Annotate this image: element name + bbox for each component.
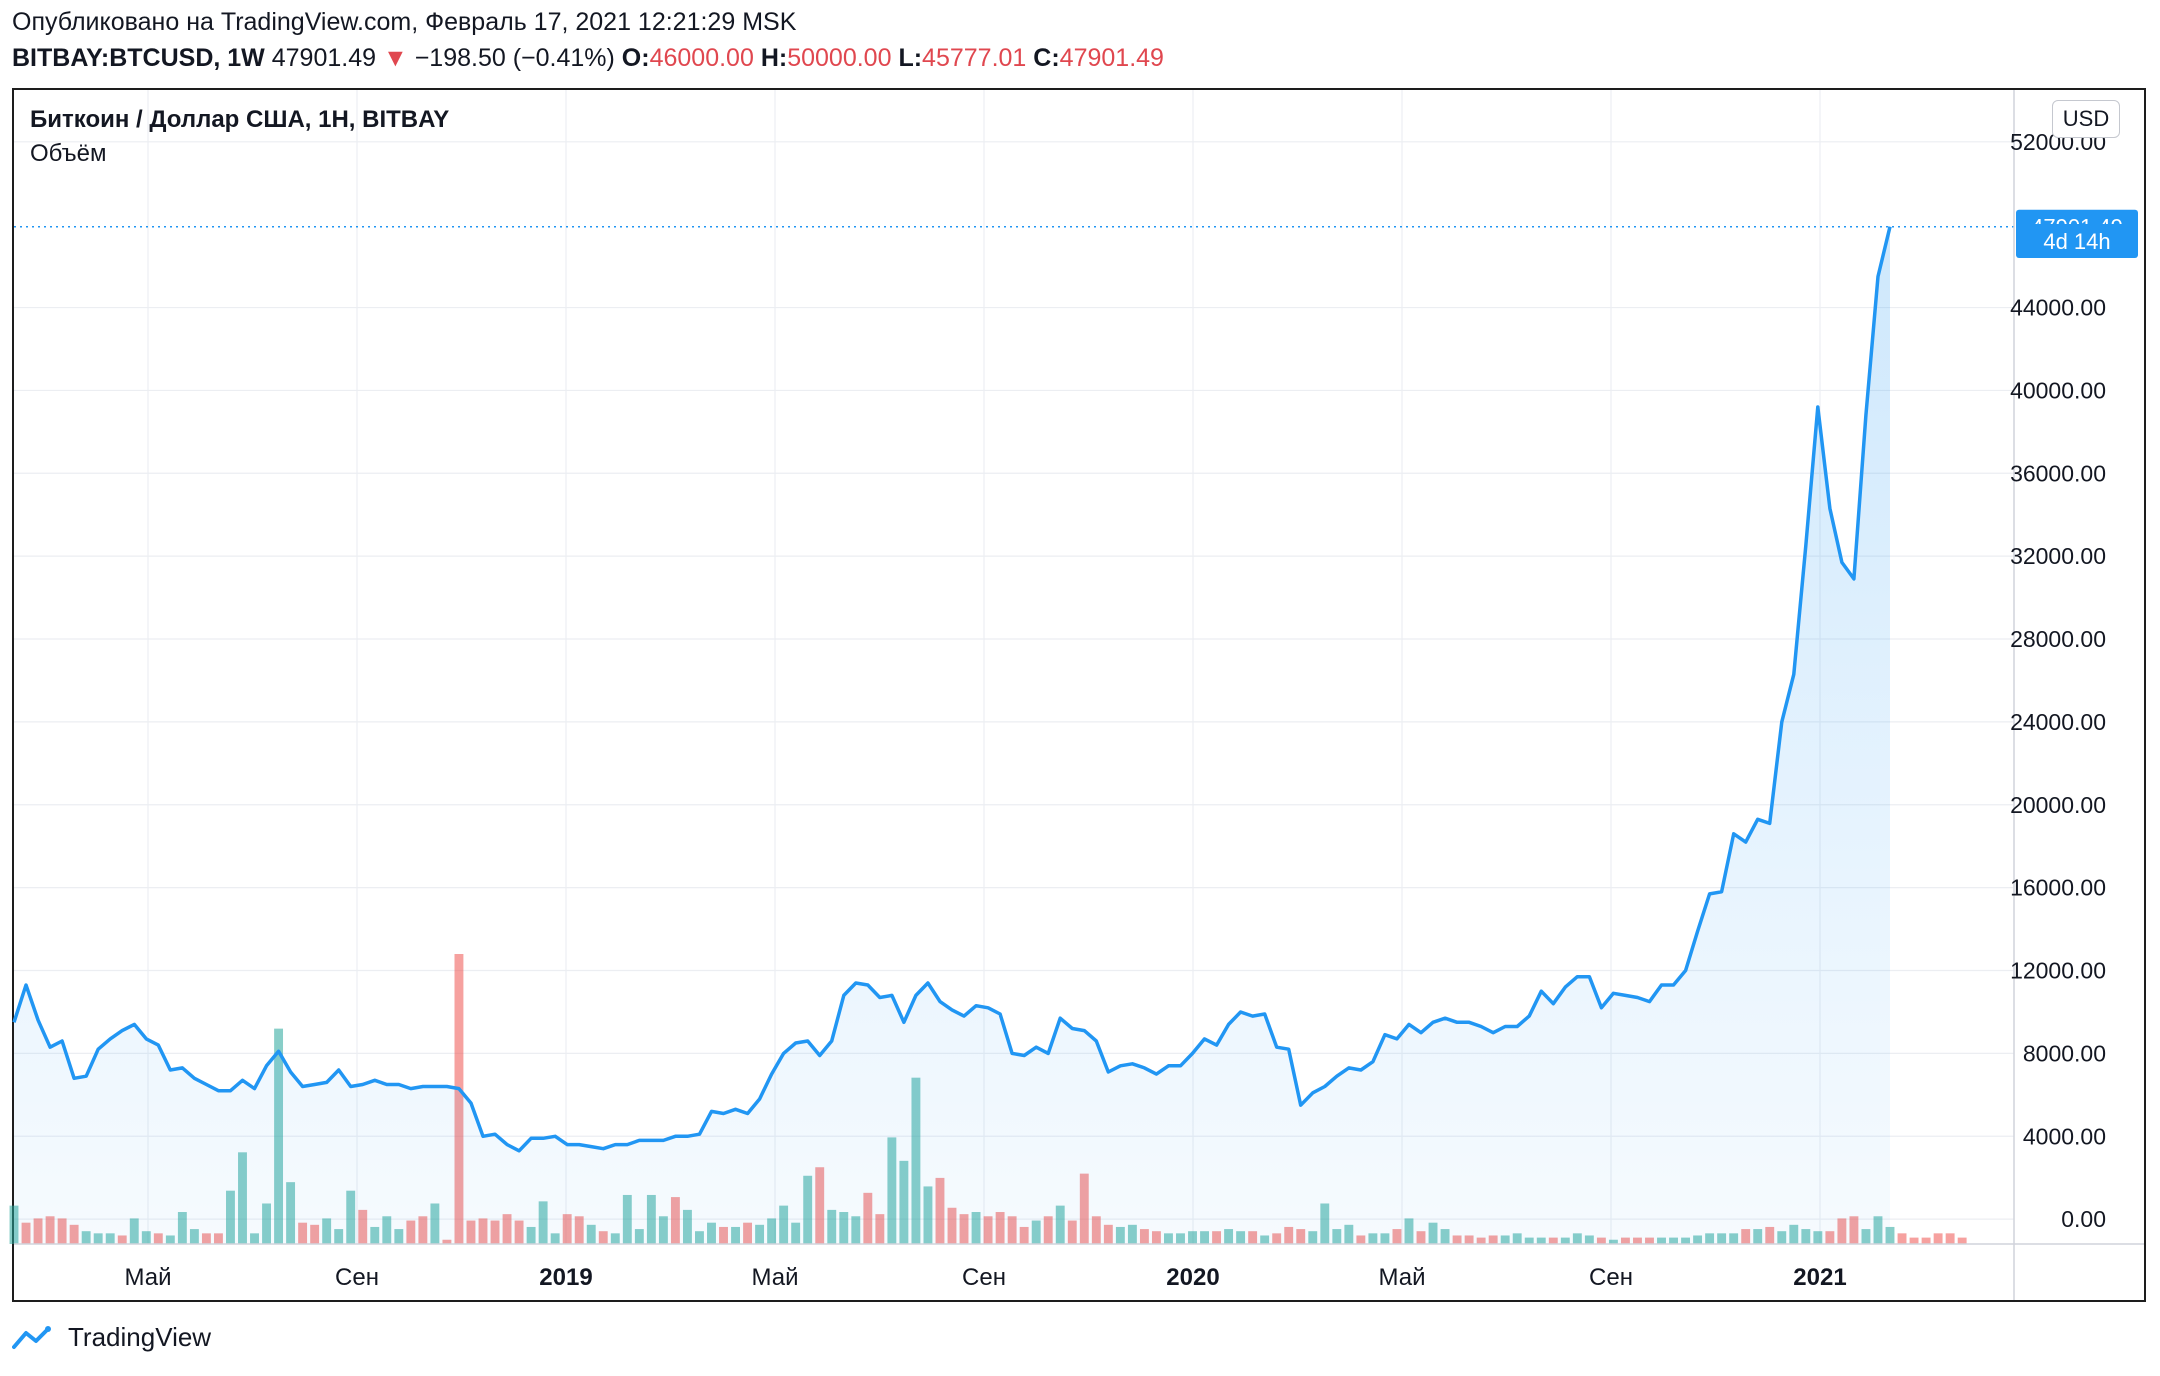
price-change: −198.50 (−0.41%) bbox=[414, 44, 615, 72]
y-tick-label: 4000.00 bbox=[2023, 1123, 2106, 1149]
open-value: 46000.00 bbox=[649, 44, 754, 72]
y-tick-label: 24000.00 bbox=[2010, 709, 2106, 735]
open-label: O: bbox=[621, 44, 650, 72]
x-tick-label: Май bbox=[124, 1264, 171, 1291]
volume-bar bbox=[1933, 1233, 1943, 1244]
bar-countdown: 4d 14h bbox=[2043, 229, 2110, 254]
chart-legend-title: Биткоин / Доллар США, 1Н, BITBAY bbox=[30, 106, 450, 133]
time-axis: Май Сен 2019 Май Сен 2020 Май Сен 2021 bbox=[124, 1264, 1846, 1291]
x-tick-label: Май bbox=[1378, 1264, 1425, 1291]
y-tick-label: 20000.00 bbox=[2010, 792, 2106, 818]
close-label: C: bbox=[1033, 44, 1060, 72]
x-tick-label: Сен bbox=[962, 1264, 1006, 1291]
y-tick-label: 32000.00 bbox=[2010, 543, 2106, 569]
low-label: L: bbox=[898, 44, 923, 72]
y-tick-label: 44000.00 bbox=[2010, 295, 2106, 321]
symbol-label: BITBAY:BTCUSD, 1W bbox=[12, 44, 265, 72]
change-arrow-icon: ▼ bbox=[382, 44, 408, 72]
footer-brand-label: TradingView bbox=[68, 1322, 212, 1352]
x-tick-label: 2019 bbox=[539, 1264, 592, 1291]
price-area bbox=[14, 226, 1890, 1244]
high-label: H: bbox=[760, 44, 788, 72]
volume-bar bbox=[1897, 1233, 1907, 1244]
currency-button[interactable]: USD bbox=[2052, 100, 2120, 138]
y-tick-label: 0.00 bbox=[2061, 1206, 2106, 1232]
y-tick-label: 28000.00 bbox=[2010, 626, 2106, 652]
close-value: 47901.49 bbox=[1059, 44, 1164, 72]
footer-brand[interactable]: TradingView bbox=[12, 1322, 211, 1353]
volume-bar bbox=[1945, 1233, 1955, 1244]
x-tick-label: Сен bbox=[335, 1264, 379, 1291]
y-tick-label: 40000.00 bbox=[2010, 377, 2106, 403]
ohlc-header: BITBAY:BTCUSD, 1W 47901.49 ▼ −198.50 (−0… bbox=[12, 44, 1164, 73]
x-tick-label: 2020 bbox=[1166, 1264, 1219, 1291]
y-tick-label: 36000.00 bbox=[2010, 460, 2106, 486]
x-tick-label: Сен bbox=[1589, 1264, 1633, 1291]
low-value: 45777.01 bbox=[922, 44, 1027, 72]
price-line bbox=[12, 226, 1892, 1153]
volume-bar bbox=[1921, 1237, 1931, 1244]
y-tick-label: 12000.00 bbox=[2010, 958, 2106, 984]
x-tick-label: 2021 bbox=[1793, 1264, 1846, 1291]
last-price: 47901.49 bbox=[271, 44, 377, 72]
volume-bar bbox=[1909, 1237, 1919, 1244]
chart-frame bbox=[12, 88, 2146, 1302]
high-value: 50000.00 bbox=[787, 44, 892, 72]
price-axis: 0.00 4000.00 8000.00 12000.00 16000.00 20000.… bbox=[2010, 129, 2106, 1232]
last-price-tag: 47901.49 4d 14h bbox=[2016, 209, 2138, 258]
tradingview-logo-icon bbox=[12, 1325, 51, 1349]
published-info: Опубликовано на TradingView.com, Февраль… bbox=[12, 8, 797, 36]
y-tick-label: 8000.00 bbox=[2023, 1040, 2106, 1066]
y-tick-label: 16000.00 bbox=[2010, 875, 2106, 901]
volume-legend: Объём bbox=[30, 140, 107, 167]
volume-bar bbox=[1957, 1237, 1967, 1244]
x-tick-label: Май bbox=[751, 1264, 798, 1291]
